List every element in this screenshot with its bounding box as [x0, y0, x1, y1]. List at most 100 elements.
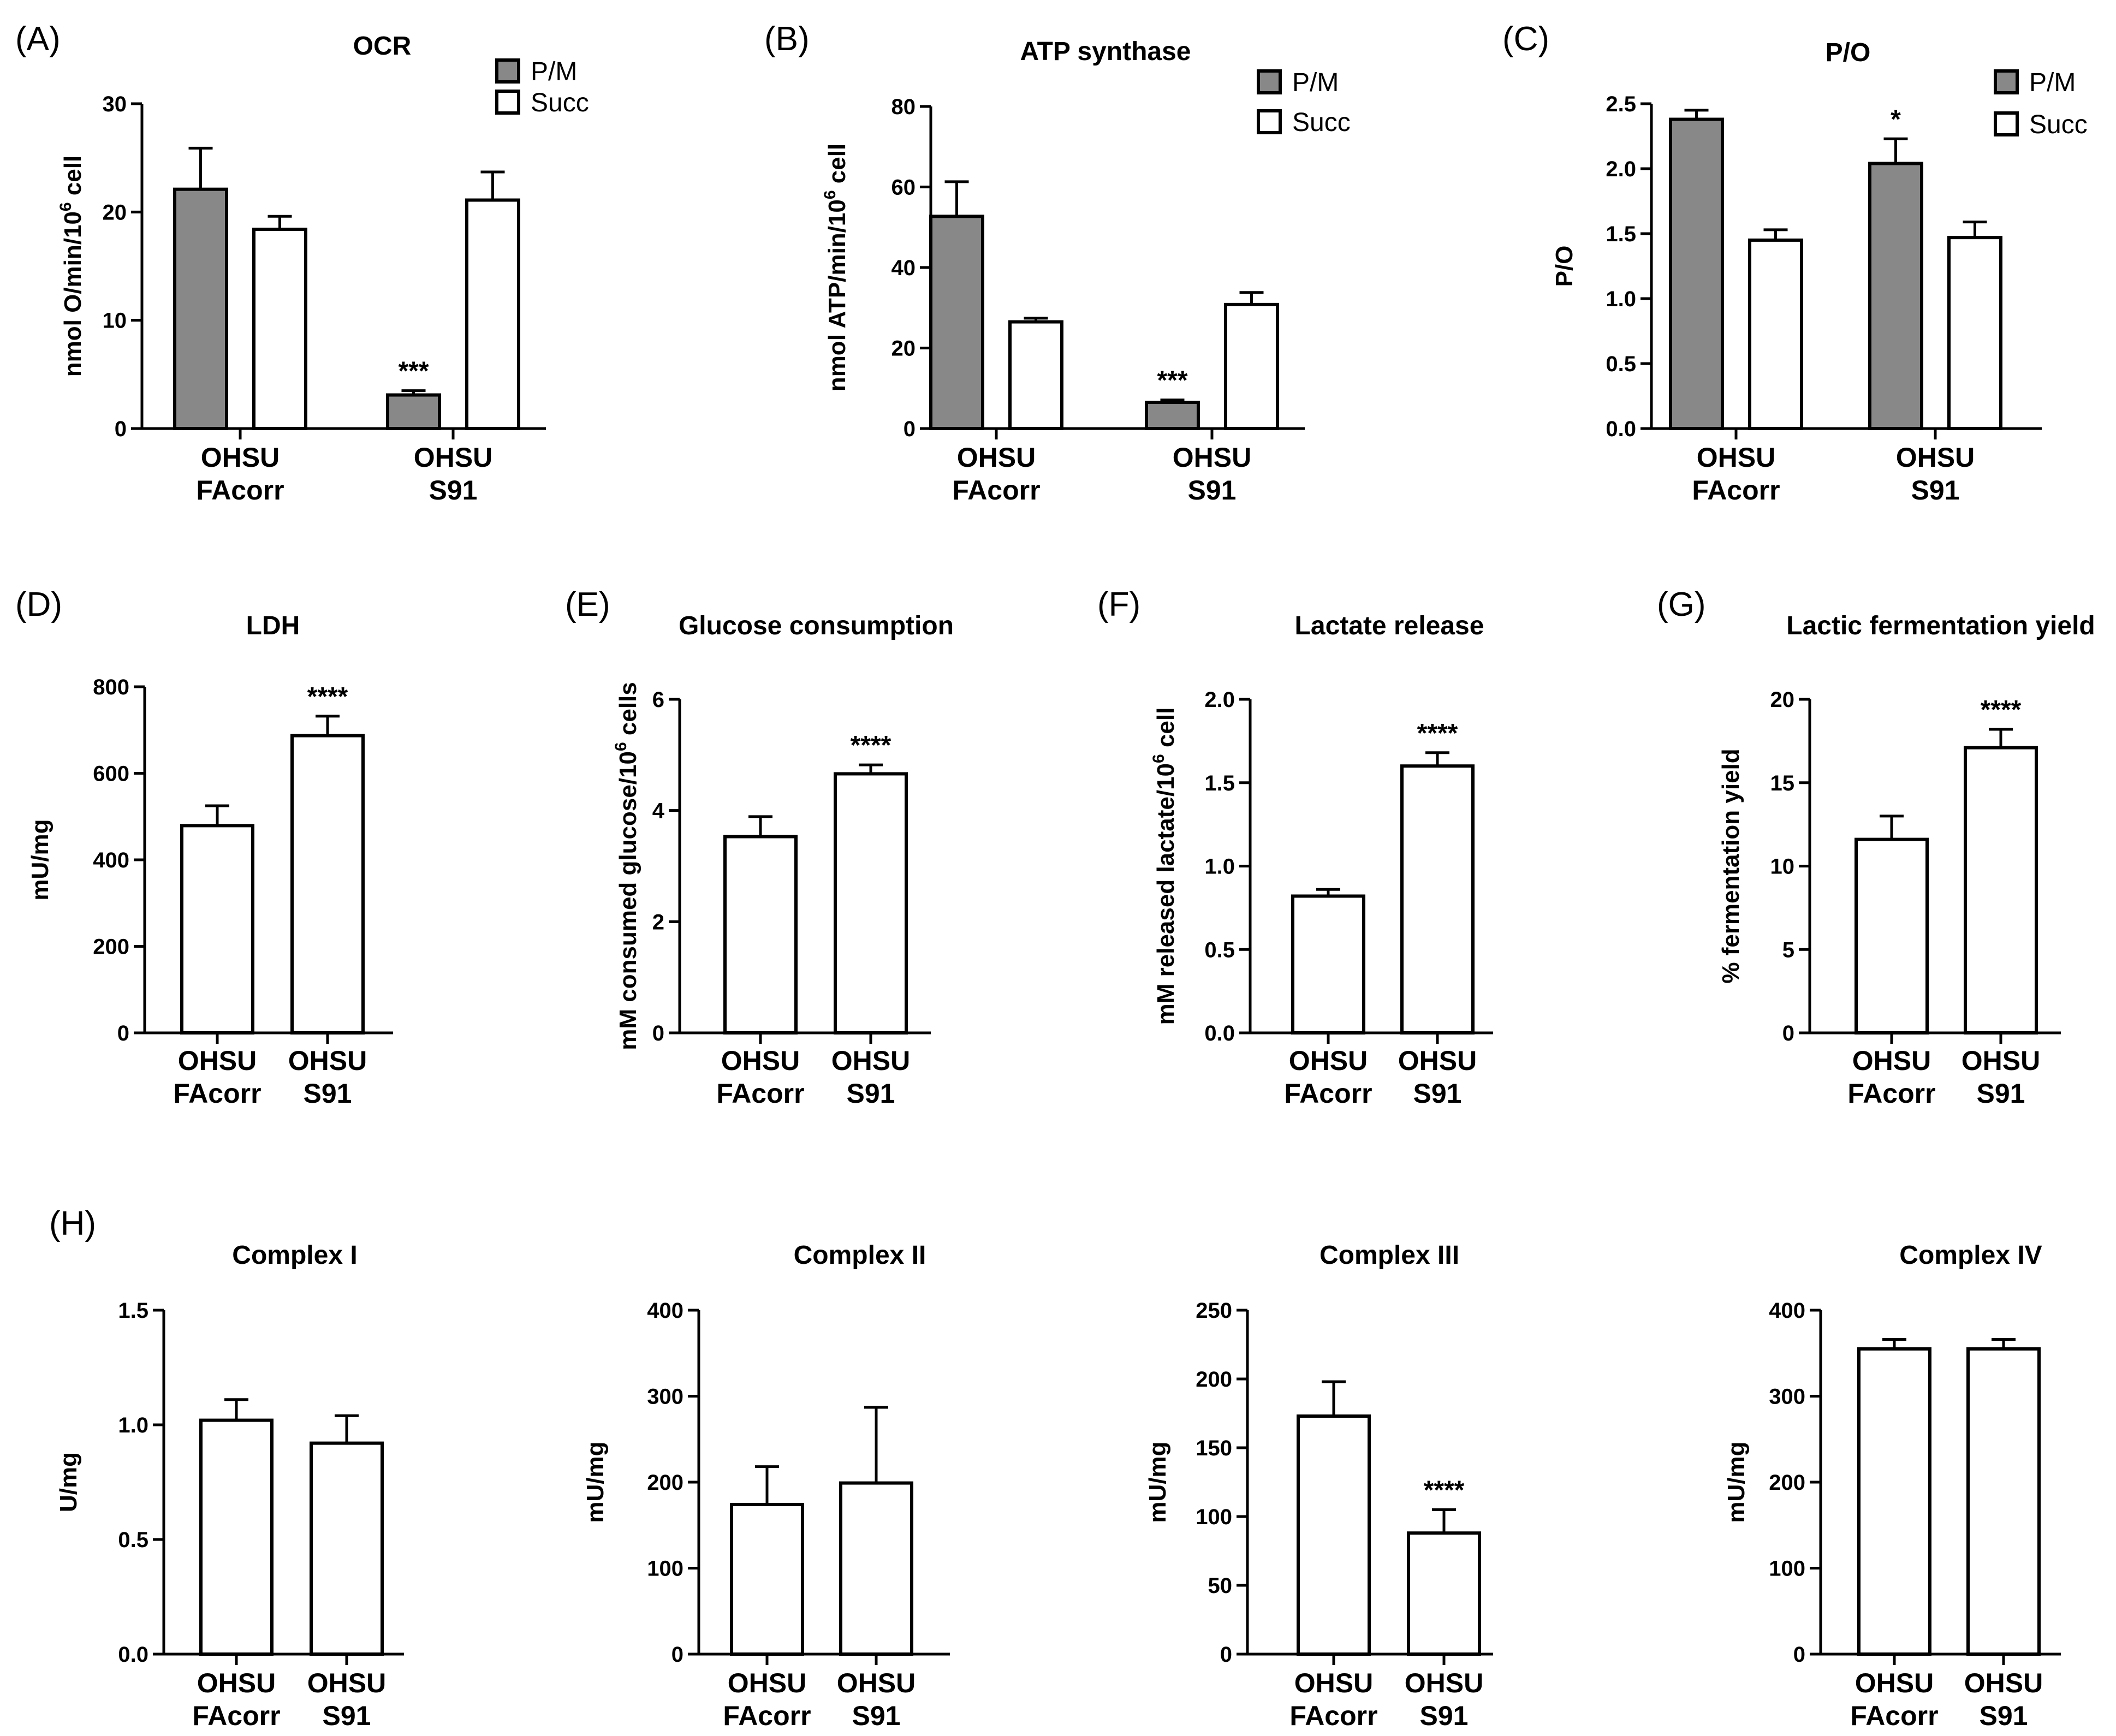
y-tick-label: 10: [103, 309, 127, 333]
y-tick-label: 0: [652, 1021, 664, 1045]
y-tick-label: 250: [1196, 1299, 1232, 1323]
panel-letter: (D): [15, 586, 62, 623]
x-tick-label: OHSU: [957, 442, 1036, 473]
chart-title: OCR: [353, 32, 412, 61]
y-tick-label: 200: [1196, 1368, 1232, 1392]
panel-letter: (B): [764, 20, 810, 58]
bar: [1857, 1347, 1931, 1656]
y-tick-label: 1.5: [1204, 771, 1235, 795]
x-tick-label: S91: [304, 1078, 352, 1109]
panel-letter: (E): [565, 586, 610, 623]
x-tick-label: OHSU: [1697, 442, 1775, 473]
x-tick-label: OHSU: [1964, 1668, 2043, 1698]
y-axis-label-text: cell: [1152, 708, 1179, 754]
bar: [1966, 1347, 2041, 1656]
y-tick-label: 0.0: [118, 1643, 148, 1667]
legend-swatch: [1994, 69, 2019, 94]
bar: [723, 835, 798, 1035]
x-tick-label: S91: [429, 475, 478, 506]
x-tick-label: OHSU: [288, 1045, 367, 1076]
y-tick-label: 0: [904, 417, 916, 441]
x-tick-label: S91: [1911, 475, 1960, 506]
x-tick-label: S91: [1413, 1078, 1462, 1109]
x-tick-label: FAcorr: [196, 475, 284, 506]
x-tick-label: OHSU: [414, 442, 492, 473]
y-axis-label-text: mU/mg: [1723, 1441, 1750, 1523]
y-tick-label: 1.5: [1606, 222, 1636, 246]
y-tick-label: 20: [891, 337, 916, 361]
bar: [1407, 1531, 1481, 1656]
bar: [173, 187, 228, 430]
x-tick-label: S91: [323, 1701, 371, 1731]
chart-title: Complex I: [232, 1241, 357, 1270]
x-tick-label: OHSU: [831, 1045, 910, 1076]
y-tick-label: 0: [1793, 1643, 1805, 1667]
bar: [290, 734, 365, 1035]
bar: [1855, 837, 1929, 1035]
y-axis-label: mU/mg: [27, 819, 54, 900]
y-axis-label-text: mM released lactate/10: [1152, 763, 1179, 1025]
y-axis-label-text: mM consumed glucose/10: [615, 751, 641, 1050]
y-tick-label: 6: [652, 688, 664, 712]
chart-title: P/O: [1826, 38, 1871, 67]
y-tick-label: 40: [891, 256, 916, 280]
x-tick-label: OHSU: [1173, 442, 1251, 473]
y-axis-label-superscript: 6: [612, 742, 630, 751]
bar: [1400, 764, 1475, 1035]
x-tick-label: S91: [852, 1701, 901, 1731]
x-tick-label: FAcorr: [1284, 1078, 1372, 1109]
y-tick-label: 1.0: [118, 1413, 148, 1437]
x-tick-label: FAcorr: [173, 1078, 261, 1109]
y-axis-label: nmol O/min/106 cell: [57, 156, 86, 377]
y-tick-label: 1.5: [118, 1299, 148, 1323]
x-tick-label: OHSU: [1896, 442, 1975, 473]
y-axis-label-text: cell: [60, 156, 86, 203]
x-tick-label: OHSU: [1855, 1668, 1934, 1698]
x-tick-label: FAcorr: [723, 1701, 811, 1731]
chart-title: ATP synthase: [1020, 37, 1191, 66]
y-axis-label: mM released lactate/106 cell: [1150, 708, 1179, 1025]
y-tick-label: 150: [1196, 1436, 1232, 1460]
y-tick-label: 400: [1769, 1299, 1805, 1323]
x-tick-label: OHSU: [307, 1668, 386, 1698]
bar: [1224, 302, 1279, 430]
y-axis-label-superscript: 6: [1150, 754, 1168, 763]
y-axis-label: mM consumed glucose/106 cells: [612, 682, 641, 1050]
legend-label: Succ: [531, 88, 589, 117]
bar: [1964, 746, 2038, 1035]
y-axis-label-text: nmol O/min/10: [60, 211, 86, 377]
y-tick-label: 300: [1769, 1385, 1805, 1409]
y-axis-label: mU/mg: [582, 1441, 609, 1523]
y-tick-label: 10: [1770, 855, 1795, 879]
y-axis-label-superscript: 6: [57, 202, 75, 211]
y-tick-label: 1.0: [1606, 287, 1636, 311]
y-tick-label: 200: [93, 935, 129, 959]
bar: [310, 1441, 384, 1656]
y-tick-label: 20: [103, 200, 127, 224]
bar: [839, 1481, 913, 1656]
y-axis-label-text: % fermentation yield: [1717, 748, 1744, 983]
significance-label: ***: [398, 357, 429, 386]
legend-swatch: [495, 90, 520, 115]
bar: [1748, 238, 1803, 430]
significance-label: ****: [851, 731, 891, 760]
y-axis-label-text: nmol ATP/min/10: [824, 199, 851, 391]
bar: [465, 198, 520, 430]
x-tick-label: OHSU: [197, 1668, 276, 1698]
y-axis-label-text: U/mg: [55, 1452, 82, 1512]
bar: [834, 772, 908, 1035]
x-tick-label: FAcorr: [1850, 1701, 1938, 1731]
x-tick-label: S91: [847, 1078, 895, 1109]
y-tick-label: 60: [891, 176, 916, 200]
x-tick-label: S91: [1977, 1078, 2025, 1109]
y-tick-label: 0.5: [118, 1528, 148, 1552]
y-tick-label: 100: [647, 1557, 683, 1581]
y-tick-label: 100: [1196, 1505, 1232, 1529]
x-tick-label: OHSU: [178, 1045, 257, 1076]
bar: [1291, 894, 1365, 1035]
x-tick-label: FAcorr: [1847, 1078, 1935, 1109]
x-tick-label: OHSU: [1405, 1668, 1483, 1698]
chart-title: LDH: [246, 611, 300, 640]
